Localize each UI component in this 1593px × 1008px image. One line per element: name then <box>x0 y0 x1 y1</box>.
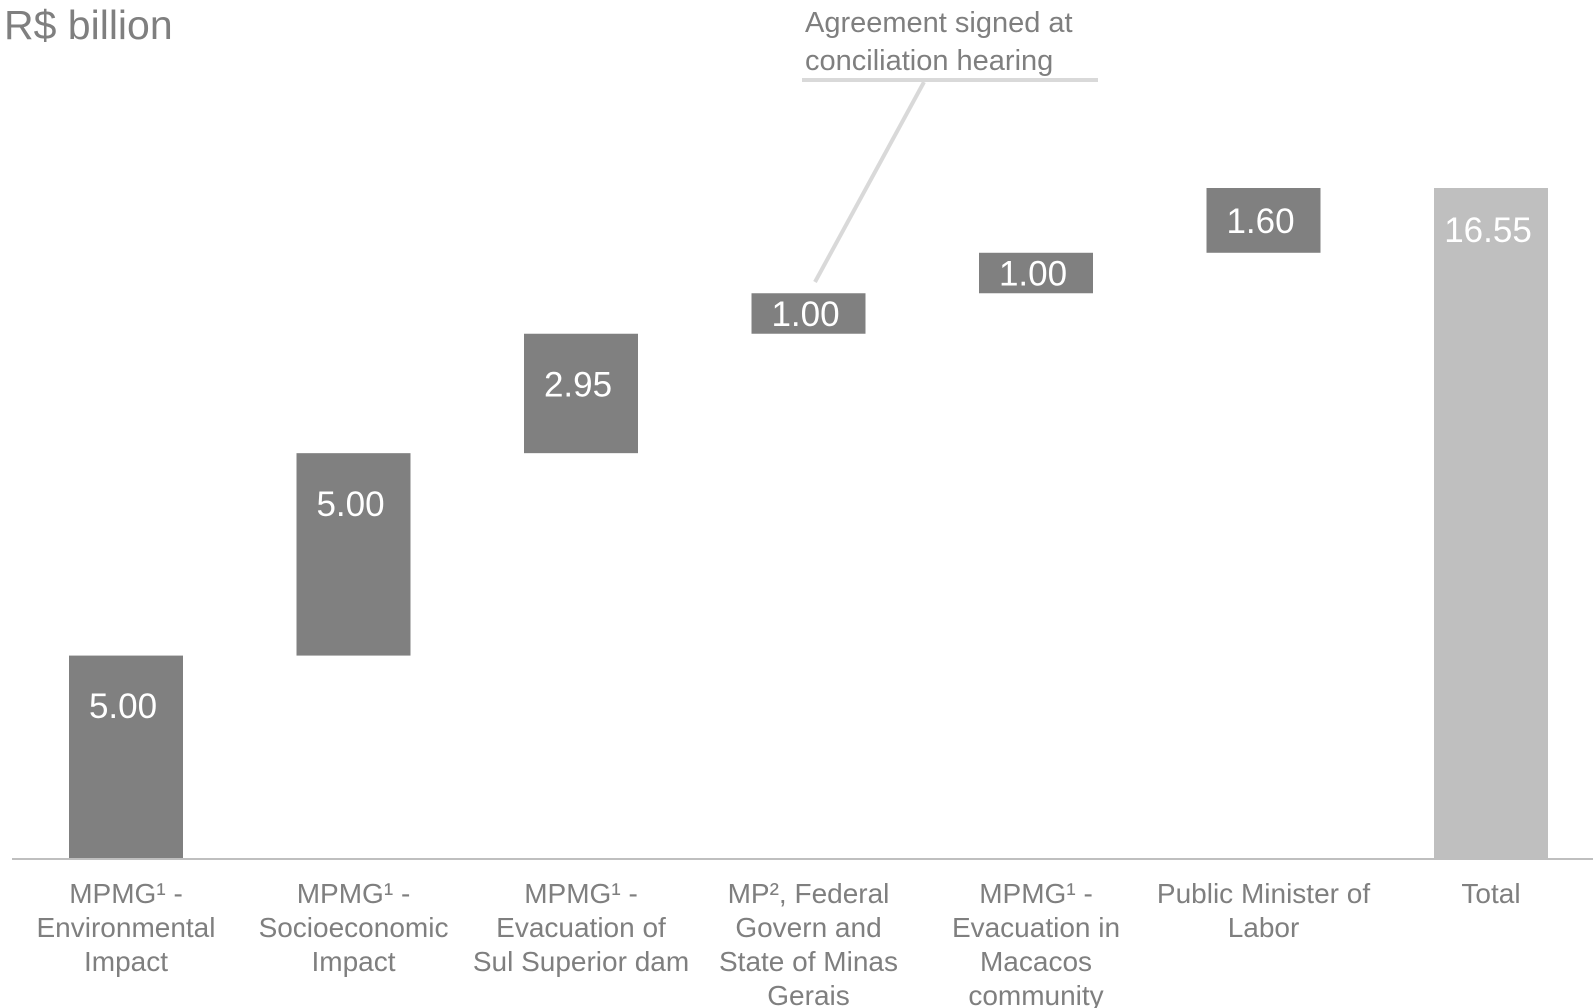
category-label-3-line-2: Evacuation of <box>496 912 666 943</box>
category-label-5-line-3: Macacos <box>980 946 1092 977</box>
category-label-4-line-3: State of Minas <box>719 946 898 977</box>
category-label-3-line-1: MPMG¹ - <box>524 878 638 909</box>
bar-2 <box>296 453 411 656</box>
category-label-5: MPMG¹ -Evacuation in Macacos community <box>952 878 1120 1008</box>
callout-leader-line <box>813 81 926 283</box>
category-label-2-line-3: Impact <box>311 946 395 977</box>
category-label-4-line-4: Gerais <box>767 980 849 1008</box>
category-label-7-line-1: Total <box>1461 878 1520 909</box>
category-label-2-line-2: Socioeconomic <box>259 912 449 943</box>
data-label-1: 5.00 <box>89 687 157 726</box>
data-label-2: 5.00 <box>316 485 384 524</box>
category-label-6-line-1: Public Minister of <box>1157 878 1370 909</box>
data-label-7: 16.55 <box>1444 211 1532 250</box>
category-label-4-line-2: Govern and <box>735 912 881 943</box>
bar-1 <box>69 655 183 858</box>
category-label-6: Public Minister of Labor <box>1157 878 1370 943</box>
category-label-1-line-1: MPMG¹ - <box>69 878 183 909</box>
bar-6 <box>1206 188 1321 253</box>
data-label-5: 1.00 <box>999 255 1067 294</box>
bar-3 <box>524 333 638 454</box>
data-label-6: 1.60 <box>1226 202 1294 241</box>
category-label-1: MPMG¹ -Environmental Impact <box>37 878 216 977</box>
annotation-line-2: conciliation hearing <box>805 45 1054 77</box>
category-label-1-line-3: Impact <box>84 946 168 977</box>
category-label-2: MPMG¹ -Socioeconomic Impact <box>259 878 449 977</box>
data-label-4: 1.00 <box>771 295 839 334</box>
total-bar <box>1434 188 1548 858</box>
bar-5 <box>979 252 1093 294</box>
category-label-1-line-2: Environmental <box>37 912 216 943</box>
category-label-5-line-1: MPMG¹ - <box>979 878 1093 909</box>
category-label-3: MPMG¹ -Evacuation of Sul Superior dam <box>473 878 689 977</box>
category-label-7: Total <box>1461 878 1520 909</box>
annotation-callout-text: Agreement signed at conciliation hearing <box>805 4 1073 80</box>
category-label-5-line-2: Evacuation in <box>952 912 1120 943</box>
category-label-2-line-1: MPMG¹ - <box>297 878 411 909</box>
bars-layer: 5.00 5.00 2.95 1.00 1.00 1.60 16.55 <box>69 188 1548 858</box>
category-label-5-line-4: community <box>968 980 1103 1008</box>
unit-label: R$ billion <box>4 2 173 48</box>
category-label-6-line-2: Labor <box>1228 912 1300 943</box>
annotation-line-1: Agreement signed at <box>805 7 1073 39</box>
category-label-3-line-3: Sul Superior dam <box>473 946 689 977</box>
category-label-4: MP², Federal Govern and State of Minas Gera… <box>719 878 898 1008</box>
category-label-4-line-1: MP², Federal <box>728 878 890 909</box>
bar-4 <box>751 293 866 334</box>
data-label-3: 2.95 <box>544 365 612 404</box>
